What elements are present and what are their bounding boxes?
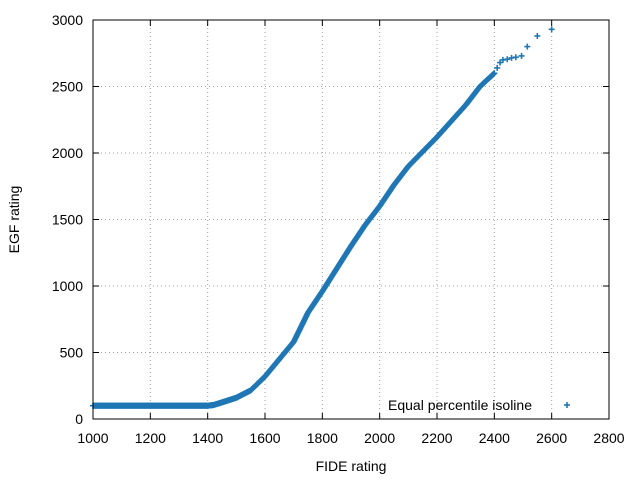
legend-marker xyxy=(564,402,570,408)
y-tick-label: 1500 xyxy=(52,212,83,228)
data-points xyxy=(90,26,555,409)
data-point xyxy=(504,56,511,63)
x-axis-label: FIDE rating xyxy=(316,458,387,474)
y-tick-label: 3000 xyxy=(52,12,83,28)
y-tick-label: 1000 xyxy=(52,278,83,294)
y-tick-labels: 0 500 1000 1500 2000 2500 3000 xyxy=(52,12,83,427)
data-point xyxy=(494,64,501,71)
legend: Equal percentile isoline xyxy=(388,397,570,413)
x-tick-label: 1600 xyxy=(249,430,280,446)
y-tick-label: 2000 xyxy=(52,145,83,161)
x-tick-label: 1800 xyxy=(307,430,338,446)
data-point xyxy=(564,402,570,408)
y-tick-label: 500 xyxy=(60,345,84,361)
x-tick-labels: 1000 1200 1400 1600 1800 2000 2200 2400 2600 2800 xyxy=(77,430,624,446)
x-tick-label: 2000 xyxy=(364,430,395,446)
legend-label: Equal percentile isoline xyxy=(388,397,532,413)
x-tick-label: 1000 xyxy=(77,430,108,446)
tick-marks xyxy=(92,19,610,420)
data-point xyxy=(518,52,525,59)
x-tick-label: 1400 xyxy=(192,430,223,446)
plot-frame xyxy=(92,19,610,420)
data-point xyxy=(524,43,531,50)
y-axis-label: EGF rating xyxy=(6,186,22,254)
y-tick-label: 0 xyxy=(75,411,83,427)
x-tick-label: 2200 xyxy=(421,430,452,446)
y-tick-label: 2500 xyxy=(52,79,83,95)
data-point xyxy=(548,26,555,33)
x-tick-label: 2600 xyxy=(536,430,567,446)
data-point xyxy=(534,32,541,39)
data-point xyxy=(512,54,519,61)
data-point xyxy=(491,70,498,77)
x-tick-label: 1200 xyxy=(135,430,166,446)
grid-lines xyxy=(93,20,609,419)
x-tick-label: 2800 xyxy=(593,430,624,446)
x-tick-label: 2400 xyxy=(479,430,510,446)
